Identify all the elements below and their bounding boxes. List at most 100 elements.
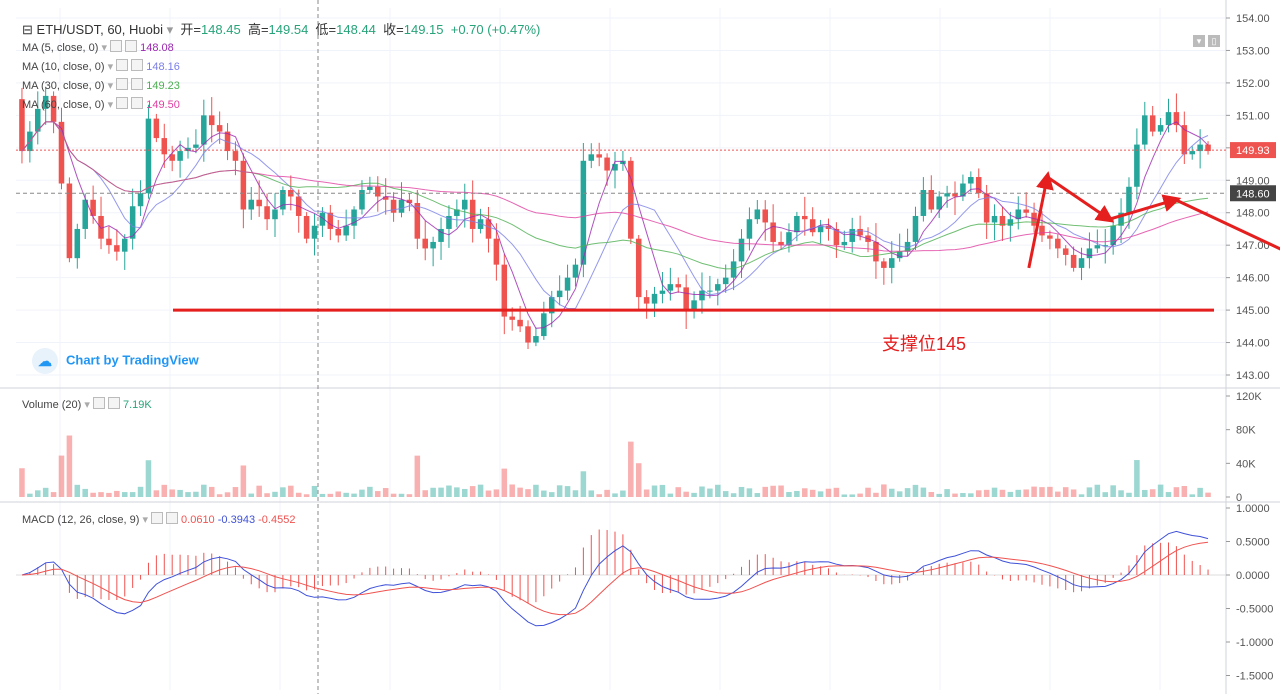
candle-body	[303, 215, 310, 239]
legend-label: MA (60, close, 0)	[22, 99, 105, 111]
candle-body	[414, 202, 421, 239]
candle-body	[675, 284, 682, 288]
candle-body	[509, 316, 515, 320]
gear-icon[interactable]	[150, 512, 163, 524]
close-icon[interactable]	[165, 512, 178, 524]
volume-bar	[438, 487, 444, 497]
candle-body	[121, 238, 128, 252]
candle-body	[1126, 186, 1132, 213]
legend-macd[interactable]: MACD (12, 26, close, 9) ▾ 0.0610 -0.3943…	[22, 512, 296, 526]
candle-body	[762, 209, 769, 223]
volume-bar	[612, 493, 618, 497]
candle-body	[667, 284, 674, 291]
volume-bar	[398, 493, 405, 497]
legend-ma5[interactable]: MA (5, close, 0) ▾ 148.08	[22, 40, 174, 54]
volume-bar	[1189, 494, 1195, 497]
candle-body	[1157, 125, 1164, 132]
candle-body	[422, 238, 428, 249]
volume-bar	[533, 484, 539, 497]
volume-bar	[1062, 487, 1069, 497]
support-annotation: 支撑位145	[882, 334, 967, 354]
candle-body	[1047, 235, 1053, 239]
volume-bar	[1197, 487, 1203, 497]
gear-icon[interactable]	[116, 97, 129, 109]
candle-body	[707, 290, 713, 292]
close-icon[interactable]	[131, 78, 144, 90]
candle-body	[1086, 248, 1093, 259]
volume-bar	[485, 490, 492, 497]
volume-bar	[264, 493, 270, 497]
macd-tick-label: -1.5000	[1236, 671, 1273, 683]
volume-bar	[1102, 492, 1109, 497]
collapse-icon[interactable]: ⊟	[22, 22, 33, 37]
volume-bar	[983, 489, 990, 497]
candle-body	[35, 108, 41, 132]
candle-body	[604, 157, 610, 171]
candle-body	[129, 206, 136, 239]
candle-body	[857, 228, 863, 236]
close-icon[interactable]	[131, 97, 144, 109]
chevron-down-icon[interactable]: ▾	[166, 22, 174, 37]
candle-body	[375, 186, 381, 197]
volume-bar	[422, 490, 428, 497]
candle-body	[1039, 225, 1045, 236]
volume-bar	[888, 488, 895, 497]
volume-bar	[295, 492, 302, 497]
macd-tick-label: -1.0000	[1236, 637, 1273, 649]
volume-bar	[27, 493, 33, 497]
volume-bar	[319, 493, 326, 497]
volume-bar	[604, 489, 610, 497]
candle-body	[1173, 112, 1180, 126]
legend-ma60[interactable]: MA (60, close, 0) ▾ 149.50	[22, 97, 180, 111]
candle-body	[42, 95, 49, 109]
candle-body	[359, 190, 365, 210]
volume-bar	[1205, 492, 1211, 497]
volume-bar	[35, 490, 41, 497]
volume-bar	[1126, 492, 1132, 497]
volume-bar	[430, 487, 436, 497]
candle-body	[699, 290, 705, 301]
volume-bar	[960, 493, 966, 497]
legend-ma30[interactable]: MA (30, close, 0) ▾ 149.23	[22, 78, 180, 92]
price-label-text: 149.93	[1236, 145, 1270, 157]
close-icon[interactable]	[125, 40, 138, 52]
candle-body	[461, 199, 468, 210]
trend-arrow	[1108, 194, 1182, 221]
candle-body	[572, 264, 579, 278]
symbol-title[interactable]: ETH/USDT, 60, Huobi	[36, 22, 163, 37]
volume-bar	[699, 486, 705, 497]
candle-body	[1023, 209, 1029, 213]
candle-body	[74, 228, 81, 259]
candle-body	[177, 151, 183, 161]
gear-icon[interactable]	[92, 397, 105, 409]
candle-body	[691, 300, 697, 311]
legend-label: MA (30, close, 0)	[22, 80, 105, 92]
close-icon[interactable]	[107, 397, 120, 409]
close-icon[interactable]	[131, 59, 144, 71]
gear-icon[interactable]	[110, 40, 123, 52]
gear-icon[interactable]	[116, 78, 129, 90]
candle-body	[1007, 219, 1014, 226]
maximize-icon[interactable]: ▯	[1208, 35, 1220, 47]
volume-bar	[232, 487, 239, 497]
volume-bar	[675, 487, 682, 497]
candle-body	[754, 209, 761, 220]
price-tick-label: 147.00	[1236, 240, 1270, 252]
volume-bar	[208, 486, 215, 497]
volume-bar	[98, 492, 104, 497]
price-tick-label: 149.00	[1236, 175, 1270, 187]
legend-volume[interactable]: Volume (20) ▾ 7.19K	[22, 397, 152, 411]
gear-icon[interactable]	[116, 59, 129, 71]
volume-bar	[722, 491, 729, 497]
panel-controls[interactable]: ▾ ▯	[1193, 31, 1223, 49]
tradingview-watermark[interactable]: ☁ Chart by TradingView	[32, 348, 199, 374]
volume-bar	[343, 492, 349, 497]
candle-body	[185, 147, 191, 152]
volume-bar	[746, 488, 753, 497]
close-label: 收=	[383, 22, 404, 37]
move-down-icon[interactable]: ▾	[1193, 35, 1205, 47]
volume-bar	[446, 485, 452, 497]
volume-tick-label: 0	[1236, 492, 1242, 504]
legend-ma10[interactable]: MA (10, close, 0) ▾ 148.16	[22, 59, 180, 73]
